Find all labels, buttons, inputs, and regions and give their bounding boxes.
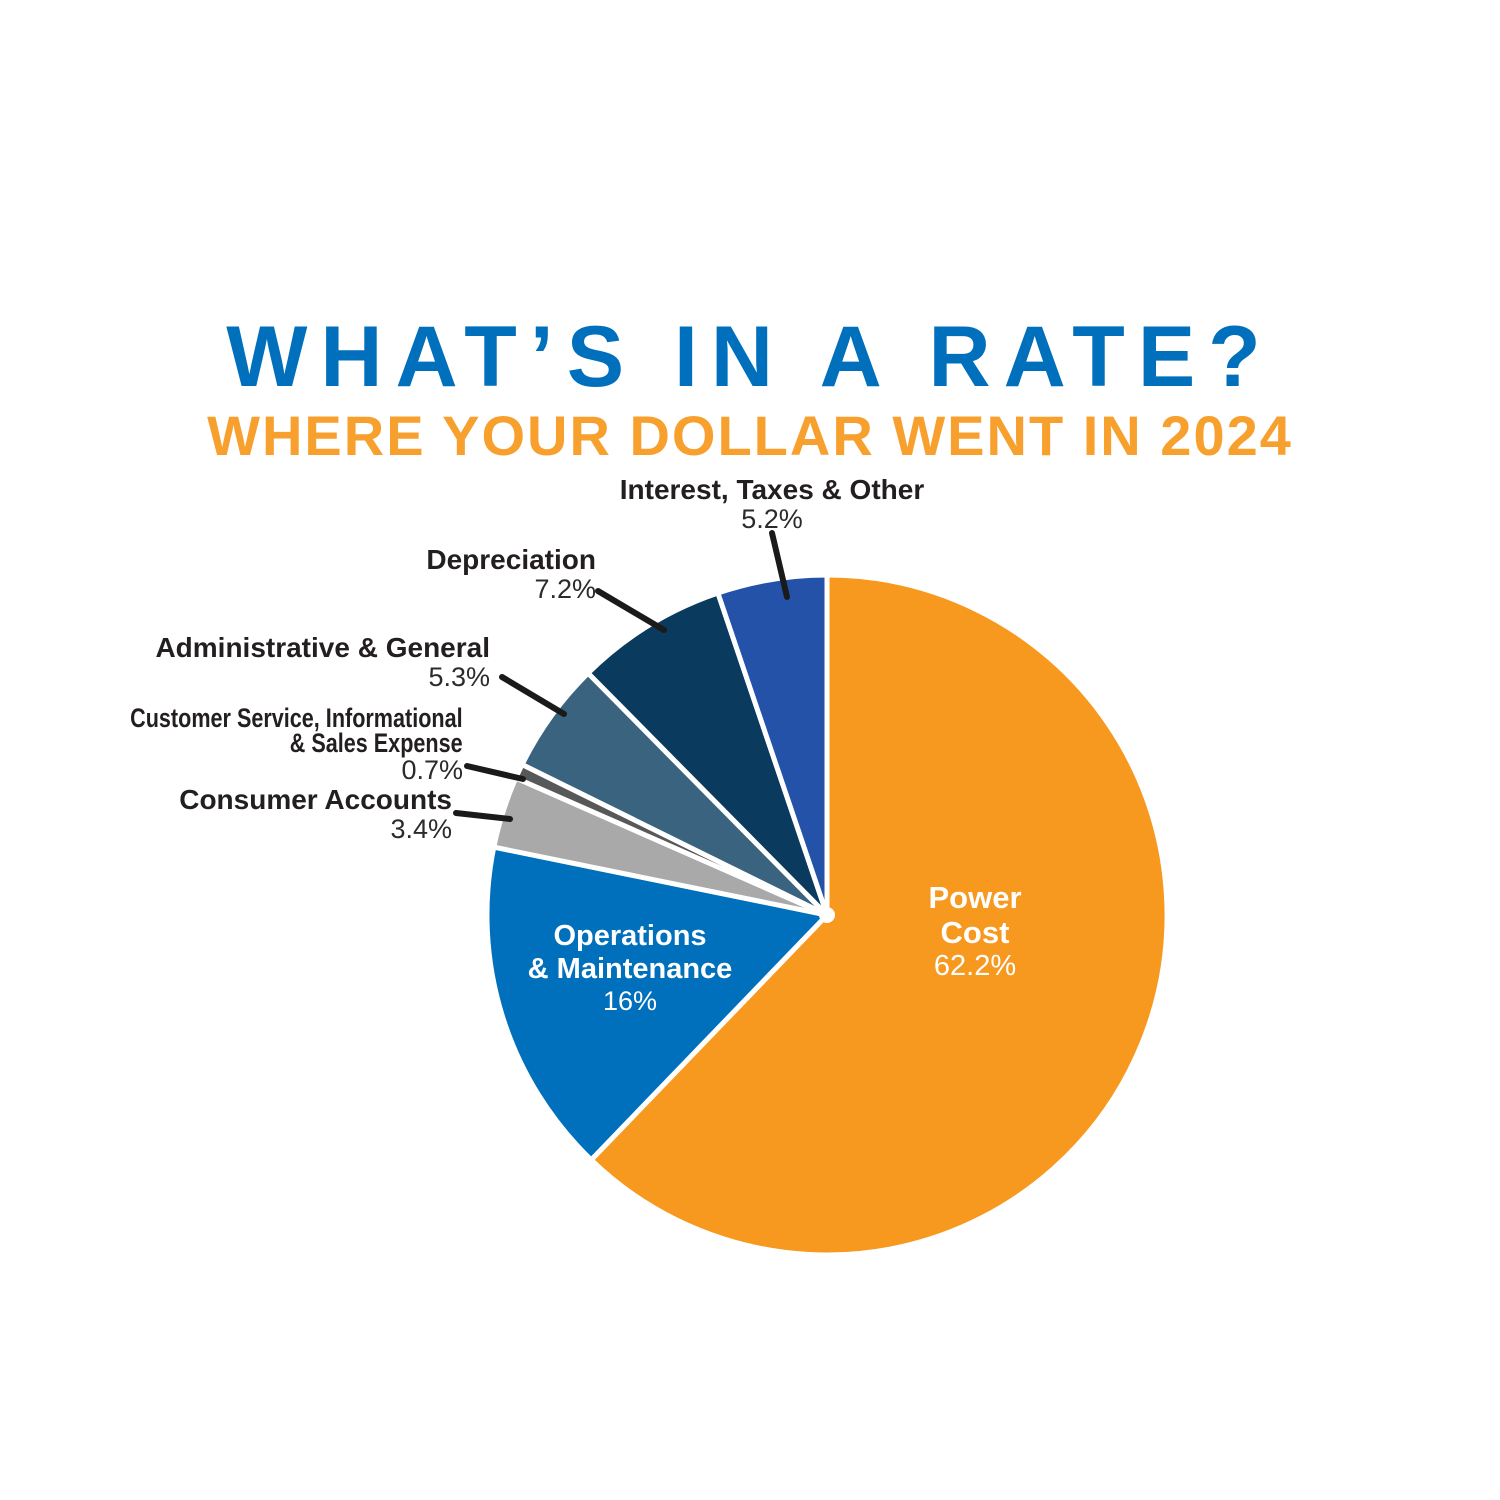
leader-line-consumer-accounts (453, 810, 513, 822)
label-customer-service-informational-sales-expense: Customer Service, Informational & Sales … (47, 703, 464, 785)
slice-name: Depreciation (426, 544, 596, 575)
slice-name: Power (928, 880, 1022, 915)
leader-line-customer-service-informational-sales-expense (464, 763, 526, 782)
pie-center-dot (819, 907, 835, 923)
pie-slice-depreciation (585, 590, 830, 918)
slice-name: Operations (553, 920, 707, 952)
slice-name: Administrative & General (155, 632, 490, 663)
leader-line-administrative-general (499, 674, 567, 717)
leader-line-interest-taxes-other (769, 530, 790, 600)
pie-slice-operations-maintenance (484, 844, 830, 1163)
label-consumer-accounts: Consumer Accounts 3.4% (179, 784, 452, 844)
slice-percent: 62.2% (933, 950, 1017, 982)
slice-name: Consumer Accounts (179, 784, 452, 815)
slice-percent: 16% (602, 986, 658, 1016)
slice-percent: 7.2% (534, 574, 596, 604)
slice-percent: 0.7% (401, 755, 463, 785)
label-interest-taxes-other: Interest, Taxes & Other 5.2% (550, 474, 994, 534)
page-title: WHAT’S IN A RATE? (226, 308, 1274, 405)
label-administrative-general: Administrative & General 5.3% (155, 632, 490, 692)
pie-slice-interest-taxes-other (715, 572, 830, 918)
slice-percent: 5.3% (428, 662, 490, 692)
slice-percent: 3.4% (390, 814, 452, 844)
slice-name: & Maintenance (527, 953, 733, 985)
slice-name: Interest, Taxes & Other (619, 474, 925, 505)
page-subtitle: WHERE YOUR DOLLAR WENT IN 2024 (207, 404, 1293, 468)
label-power-cost: Power Cost 62.2% (825, 880, 1125, 983)
label-depreciation: Depreciation 7.2% (426, 544, 596, 604)
leader-line-depreciation (595, 588, 667, 633)
slice-name: Customer Service, Informational & Sales … (130, 703, 464, 758)
slice-percent: 5.2% (741, 504, 803, 534)
slice-name: Cost (940, 915, 1010, 950)
pie-slice-power-cost (588, 572, 1170, 1258)
label-operations-maintenance: Operations & Maintenance 16% (460, 920, 800, 1017)
